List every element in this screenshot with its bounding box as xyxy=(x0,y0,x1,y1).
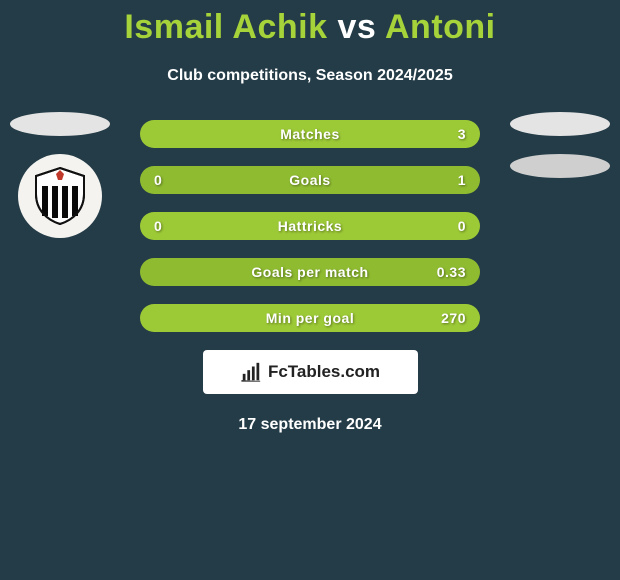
brand-text: FcTables.com xyxy=(268,362,380,382)
stat-right-value: 1 xyxy=(406,172,466,188)
left-player-badge xyxy=(10,112,110,238)
stat-right-value: 0.33 xyxy=(406,264,466,280)
date-label: 17 september 2024 xyxy=(0,416,620,434)
title-player2: Antoni xyxy=(385,8,496,46)
subtitle: Club competitions, Season 2024/2025 xyxy=(0,67,620,85)
comparison-panel: Matches 3 0 Goals 1 0 Hattricks 0 Goals … xyxy=(0,120,620,434)
stat-row: Matches 3 xyxy=(140,120,480,148)
right-ellipse-2 xyxy=(510,154,610,178)
stat-label: Goals xyxy=(214,172,406,188)
title-vs: vs xyxy=(337,8,376,46)
stat-rows: Matches 3 0 Goals 1 0 Hattricks 0 Goals … xyxy=(140,120,480,332)
brand-badge: FcTables.com xyxy=(203,350,418,394)
stat-left-value: 0 xyxy=(154,218,214,234)
stat-right-value: 0 xyxy=(406,218,466,234)
stat-label: Min per goal xyxy=(214,310,406,326)
stat-right-value: 270 xyxy=(406,310,466,326)
page-title: Ismail Achik vs Antoni xyxy=(0,0,620,47)
stat-row: Goals per match 0.33 xyxy=(140,258,480,286)
stat-right-value: 3 xyxy=(406,126,466,142)
right-player-badge xyxy=(510,112,610,196)
right-ellipse-1 xyxy=(510,112,610,136)
stat-label: Matches xyxy=(214,126,406,142)
stat-label: Hattricks xyxy=(214,218,406,234)
bar-chart-icon xyxy=(240,361,262,383)
stat-label: Goals per match xyxy=(214,264,406,280)
title-player1: Ismail Achik xyxy=(124,8,327,46)
stat-row: Min per goal 270 xyxy=(140,304,480,332)
stat-row: 0 Hattricks 0 xyxy=(140,212,480,240)
left-ellipse xyxy=(10,112,110,136)
shield-icon xyxy=(28,164,92,228)
stat-left-value: 0 xyxy=(154,172,214,188)
left-club-crest xyxy=(18,154,102,238)
stat-row: 0 Goals 1 xyxy=(140,166,480,194)
